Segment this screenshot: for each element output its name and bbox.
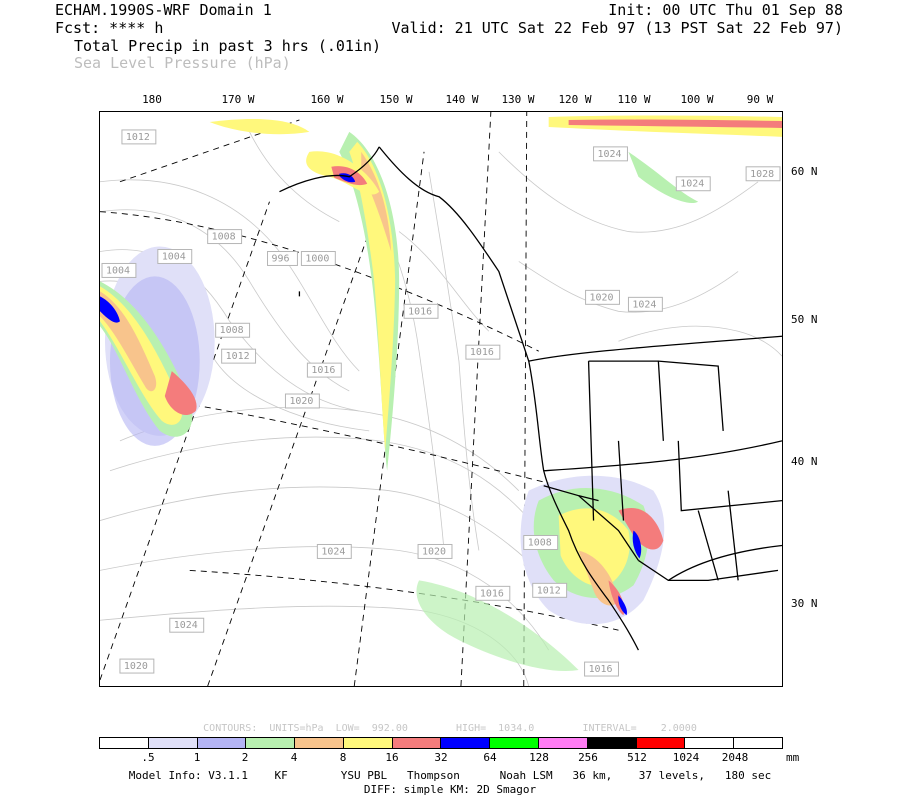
svg-text:1016: 1016 [311,365,335,376]
svg-text:1024: 1024 [321,546,345,557]
lon-label: 150 W [379,93,413,106]
colorbar-swatch [538,738,587,748]
lon-label: 110 W [617,93,651,106]
svg-text:1020: 1020 [289,396,313,407]
svg-text:1008: 1008 [212,232,236,243]
svg-text:1012: 1012 [126,132,150,143]
colorbar-tick: 128 [529,751,549,764]
colorbar-swatch [147,738,197,748]
contours-info: CONTOURS: UNITS=hPa LOW= 992.00 HIGH= 10… [203,723,697,734]
lon-label: 90 W [746,93,774,106]
svg-text:1004: 1004 [106,265,130,276]
svg-text:1020: 1020 [422,546,446,557]
colorbar-swatch [196,738,246,748]
colorbar-swatch [684,738,734,748]
svg-text:1016: 1016 [589,664,613,675]
colorbar-swatch [489,738,539,748]
svg-text:1024: 1024 [680,179,704,190]
forecast-hour: Fcst: **** h [55,19,164,37]
colorbar-tick: 4 [290,751,298,764]
colorbar-swatch [294,738,343,748]
lat-label: 40 N [791,455,818,468]
model-title: ECHAM.1990S-WRF Domain 1 [55,1,272,19]
colorbar-swatch [245,738,295,748]
svg-text:1004: 1004 [162,251,186,262]
diffusion-info: DIFF: simple KM: 2D Smagor [363,783,537,796]
svg-text:1028: 1028 [750,169,774,180]
colorbar-swatch [586,738,636,748]
colorbar-swatch [635,738,685,748]
precip-map: 1012 1008 1004 1004 996 1000 1008 1012 1… [99,111,783,687]
field-precip-title: Total Precip in past 3 hrs (.01in) [74,37,382,55]
lat-label: 60 N [791,165,818,178]
colorbar-swatch [100,738,148,748]
colorbar-tick: 512 [627,751,647,764]
init-time: Init: 00 UTC Thu 01 Sep 88 [608,1,843,19]
colorbar-tick: 32 [434,751,448,764]
svg-text:1024: 1024 [598,149,622,160]
lon-label: 100 W [680,93,714,106]
isobar-labels: 1012 1008 1004 1004 996 1000 1008 1012 1… [101,129,781,677]
colorbar-tick: 1 [193,751,201,764]
lat-label: 30 N [791,597,818,610]
lon-label: 130 W [501,93,535,106]
lon-label: 180 [142,93,162,106]
colorbar-swatch [440,738,490,748]
svg-text:1008: 1008 [528,537,552,548]
colorbar-tick: 8 [339,751,347,764]
colorbar-swatch [391,738,441,748]
lat-label: 50 N [791,313,818,326]
colorbar-tick: 64 [483,751,497,764]
svg-text:1016: 1016 [408,306,432,317]
precipitation-shading [100,115,782,672]
colorbar-tick: .5 [141,751,155,764]
lon-label: 120 W [558,93,592,106]
lon-label: 160 W [310,93,344,106]
lon-label: 140 W [445,93,479,106]
sea-level-pressure-isobars [100,131,782,686]
colorbar-unit: mm [786,751,800,764]
colorbar-tick: 2048 [721,751,749,764]
field-slp-title: Sea Level Pressure (hPa) [74,54,291,72]
svg-text:1024: 1024 [174,620,198,631]
svg-text:1016: 1016 [470,347,494,358]
precip-colorbar [99,737,783,749]
colorbar-tick: 16 [385,751,399,764]
svg-text:1012: 1012 [537,585,561,596]
svg-text:1012: 1012 [226,351,250,362]
colorbar-tick: 256 [578,751,598,764]
colorbar-swatch [733,738,782,748]
svg-text:1008: 1008 [220,325,244,336]
svg-text:1020: 1020 [124,661,148,672]
valid-time: Valid: 21 UTC Sat 22 Feb 97 (13 PST Sat … [391,19,843,37]
svg-text:1020: 1020 [590,292,614,303]
svg-text:1016: 1016 [480,588,504,599]
svg-text:996: 996 [271,253,289,264]
model-info: Model Info: V3.1.1 KF YSU PBL Thompson N… [128,769,772,782]
colorbar-tick: 1024 [672,751,700,764]
coastlines-and-borders [279,146,782,651]
lon-label: 170 W [221,93,255,106]
colorbar-swatch [342,738,392,748]
svg-text:1024: 1024 [632,299,656,310]
svg-text:1000: 1000 [305,253,329,264]
colorbar-tick: 2 [241,751,249,764]
